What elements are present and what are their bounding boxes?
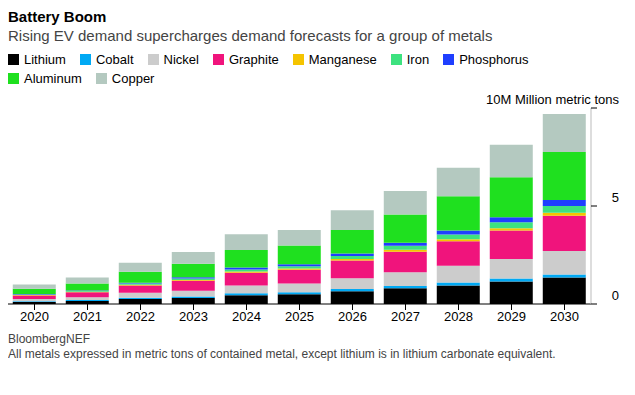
- html-text:Nickel: Nickel: [163, 52, 199, 67]
- svg-text:2025: 2025: [285, 309, 314, 324]
- svg-text:5: 5: [612, 190, 619, 205]
- svg-text:2029: 2029: [497, 309, 526, 324]
- svg-text:2020: 2020: [20, 309, 49, 324]
- svg-text:2026: 2026: [338, 309, 367, 324]
- html-text:All metals expressed in metric: All metals expressed in metric tons of c…: [8, 347, 556, 361]
- html-text:BloombergNEF: BloombergNEF: [8, 332, 90, 346]
- html-text:Manganese: Manganese: [308, 52, 377, 67]
- html-text:Lithium: Lithium: [24, 52, 66, 67]
- svg-text:2027: 2027: [391, 309, 420, 324]
- svg-text:2028: 2028: [444, 309, 473, 324]
- html-text:Rising EV demand supercharges: Rising EV demand supercharges demand for…: [8, 27, 493, 44]
- svg-text:2021: 2021: [73, 309, 102, 324]
- svg-text:2024: 2024: [232, 309, 261, 324]
- html-text:Graphite: Graphite: [228, 52, 279, 67]
- html-text:Phosphorus: Phosphorus: [459, 52, 529, 67]
- svg-text:2030: 2030: [550, 309, 579, 324]
- svg-text:2022: 2022: [126, 309, 155, 324]
- html-text:Aluminum: Aluminum: [24, 71, 82, 86]
- html-text:Iron: Iron: [406, 52, 430, 67]
- html-text:Copper: Copper: [111, 71, 155, 86]
- svg-text:0: 0: [612, 288, 619, 303]
- svg-text:10M Million metric tons: 10M Million metric tons: [486, 92, 619, 107]
- html-text:Cobalt: Cobalt: [95, 52, 134, 67]
- svg-text:2023: 2023: [179, 309, 208, 324]
- html-text:Battery Boom: Battery Boom: [8, 8, 107, 25]
